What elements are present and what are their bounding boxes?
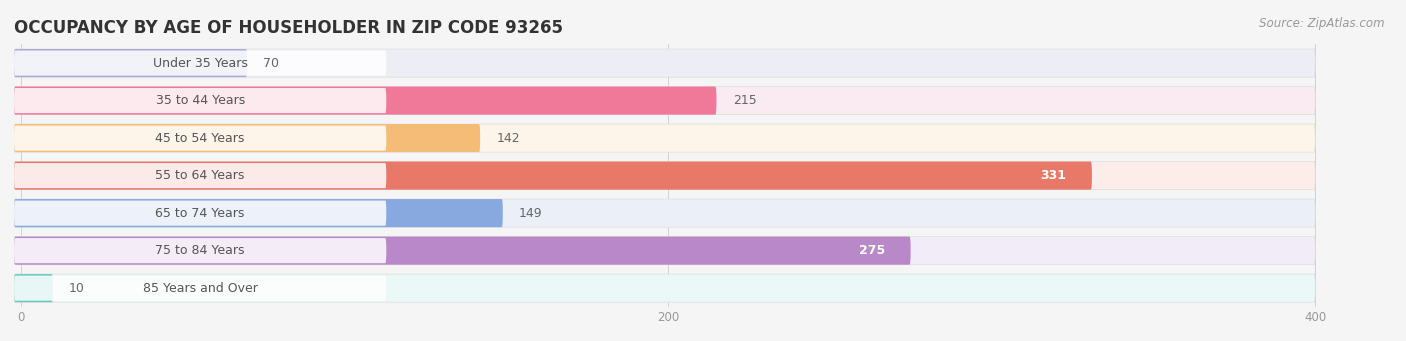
FancyBboxPatch shape	[14, 238, 387, 263]
FancyBboxPatch shape	[14, 49, 247, 77]
FancyBboxPatch shape	[14, 237, 1315, 265]
FancyBboxPatch shape	[14, 274, 53, 302]
FancyBboxPatch shape	[14, 163, 387, 188]
FancyBboxPatch shape	[14, 274, 1315, 302]
FancyBboxPatch shape	[14, 199, 503, 227]
FancyBboxPatch shape	[14, 162, 1315, 190]
Text: 215: 215	[733, 94, 756, 107]
Text: 149: 149	[519, 207, 543, 220]
FancyBboxPatch shape	[14, 88, 387, 113]
FancyBboxPatch shape	[14, 162, 1092, 190]
Text: OCCUPANCY BY AGE OF HOUSEHOLDER IN ZIP CODE 93265: OCCUPANCY BY AGE OF HOUSEHOLDER IN ZIP C…	[14, 19, 562, 37]
Text: Source: ZipAtlas.com: Source: ZipAtlas.com	[1260, 17, 1385, 30]
FancyBboxPatch shape	[14, 199, 1315, 227]
FancyBboxPatch shape	[14, 87, 717, 115]
Text: 70: 70	[263, 57, 280, 70]
FancyBboxPatch shape	[14, 49, 1315, 77]
Text: 45 to 54 Years: 45 to 54 Years	[156, 132, 245, 145]
Text: 142: 142	[496, 132, 520, 145]
FancyBboxPatch shape	[14, 124, 481, 152]
Text: Under 35 Years: Under 35 Years	[153, 57, 247, 70]
Text: 10: 10	[69, 282, 84, 295]
FancyBboxPatch shape	[14, 124, 1315, 152]
Text: 35 to 44 Years: 35 to 44 Years	[156, 94, 245, 107]
Text: 331: 331	[1040, 169, 1066, 182]
FancyBboxPatch shape	[14, 87, 1315, 115]
Text: 275: 275	[859, 244, 884, 257]
FancyBboxPatch shape	[14, 50, 387, 76]
Text: 85 Years and Over: 85 Years and Over	[143, 282, 257, 295]
Text: 65 to 74 Years: 65 to 74 Years	[156, 207, 245, 220]
FancyBboxPatch shape	[14, 125, 387, 151]
FancyBboxPatch shape	[14, 276, 387, 301]
Text: 75 to 84 Years: 75 to 84 Years	[156, 244, 245, 257]
FancyBboxPatch shape	[14, 237, 911, 265]
Text: 55 to 64 Years: 55 to 64 Years	[156, 169, 245, 182]
FancyBboxPatch shape	[14, 201, 387, 226]
